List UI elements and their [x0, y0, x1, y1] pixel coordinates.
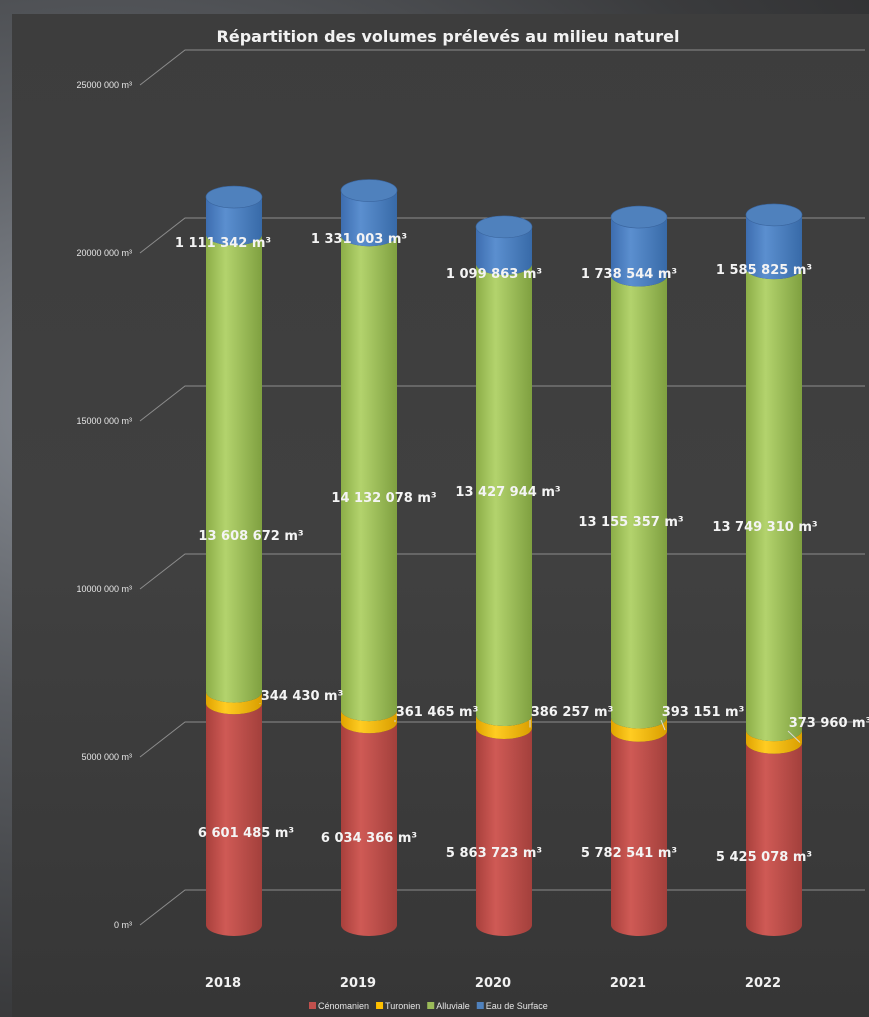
- y-tick-label: 10000 000 m³: [76, 584, 132, 594]
- bar-cénomanien: [611, 730, 667, 936]
- bar-top-cap: [745, 203, 803, 227]
- legend-label: Cénomanien: [318, 1001, 369, 1011]
- data-label: 5 782 541 m³: [581, 846, 677, 861]
- bar-top-cap: [205, 185, 263, 209]
- y-tick-label: 25000 000 m³: [76, 80, 132, 90]
- bar-turonien: [341, 710, 397, 734]
- bar-cénomanien: [746, 742, 802, 936]
- bar-alluviale: [476, 263, 532, 727]
- bar-eau-de-surface: [341, 190, 397, 247]
- data-label: 1 331 003 m³: [311, 232, 407, 247]
- bar-eau-de-surface: [206, 197, 262, 246]
- data-labels: 6 601 485 m³ 6 034 366 m³ 5 863 723 m³ 5 78…: [175, 232, 869, 865]
- x-tick-label: 2018: [205, 976, 241, 991]
- bar-top-cap: [610, 205, 668, 229]
- gridline: [139, 49, 865, 86]
- data-label: 5 425 078 m³: [716, 850, 812, 865]
- x-axis: 2018 2019 2020 2021 2022: [205, 976, 781, 991]
- data-label: 6 601 485 m³: [198, 826, 294, 841]
- data-label: 13 749 310 m³: [712, 520, 817, 535]
- leader-line: [787, 730, 801, 743]
- x-tick-label: 2020: [475, 976, 511, 991]
- data-label: 5 863 723 m³: [446, 846, 542, 861]
- y-axis: 0 m³ 5000 000 m³ 10000 000 m³ 15000 000 m³ 2…: [76, 80, 132, 930]
- data-label: 373 960 m³: [789, 716, 869, 731]
- data-label: 14 132 078 m³: [331, 491, 436, 506]
- grid-layer: [139, 49, 865, 926]
- legend-swatch: [309, 1002, 316, 1009]
- legend-swatch: [427, 1002, 435, 1009]
- bar-top-cap: [475, 215, 533, 239]
- data-label: 393 151 m³: [662, 705, 745, 720]
- bar-turonien: [746, 730, 803, 754]
- bar-cénomanien: [206, 703, 262, 936]
- data-label: 344 430 m³: [261, 689, 344, 704]
- chart-panel: [12, 14, 869, 1017]
- bar-alluviale: [341, 235, 397, 722]
- legend: Cénomanien Turonien Alluviale Eau de Surfac…: [309, 1001, 548, 1011]
- bar-alluviale: [206, 234, 262, 703]
- bar-alluviale: [611, 275, 667, 729]
- legend-swatch: [476, 1002, 484, 1009]
- bars: [205, 179, 803, 936]
- x-tick-label: 2019: [340, 976, 376, 991]
- bar-eau-de-surface: [611, 217, 667, 287]
- data-label: 13 608 672 m³: [198, 529, 303, 544]
- y-tick-label: 5000 000 m³: [81, 752, 132, 762]
- legend-label: Eau de Surface: [486, 1001, 548, 1011]
- y-tick-label: 15000 000 m³: [76, 416, 132, 426]
- bar-cénomanien: [476, 727, 532, 936]
- data-label: 13 427 944 m³: [455, 485, 560, 500]
- bar-top-cap: [340, 179, 398, 202]
- legend-label: Turonien: [385, 1001, 420, 1011]
- bar-cénomanien: [341, 722, 397, 936]
- legend-swatch: [376, 1002, 384, 1009]
- data-label: 6 034 366 m³: [321, 831, 417, 846]
- bar-eau-de-surface: [746, 214, 803, 280]
- legend-label: Alluviale: [436, 1001, 470, 1011]
- data-label: 13 155 357 m³: [578, 515, 683, 530]
- chart-title: Répartition des volumes prélevés au mili…: [217, 27, 680, 46]
- x-tick-label: 2021: [610, 976, 646, 991]
- data-label: 1 099 863 m³: [446, 267, 542, 282]
- data-label: 1 111 342 m³: [175, 236, 271, 251]
- data-label: 386 257 m³: [531, 705, 614, 720]
- y-tick-label: 20000 000 m³: [76, 248, 132, 258]
- data-label: 1 738 544 m³: [581, 267, 677, 282]
- bar-turonien: [476, 715, 532, 739]
- bar-eau-de-surface: [476, 226, 532, 275]
- y-tick-label: 0 m³: [114, 920, 132, 930]
- bar-turonien: [611, 717, 667, 742]
- bar-alluviale: [746, 268, 803, 742]
- x-tick-label: 2022: [745, 976, 781, 991]
- data-label: 361 465 m³: [396, 705, 479, 720]
- bar-turonien: [206, 691, 262, 715]
- data-label: 1 585 825 m³: [716, 263, 812, 278]
- leader-line: [660, 719, 666, 731]
